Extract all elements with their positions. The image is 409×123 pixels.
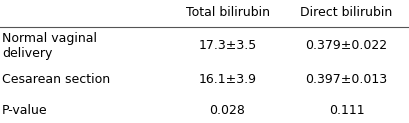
Text: 0.028: 0.028 xyxy=(209,104,245,117)
Text: 0.111: 0.111 xyxy=(328,104,363,117)
Text: Cesarean section: Cesarean section xyxy=(2,73,110,86)
Text: Normal vaginal
delivery: Normal vaginal delivery xyxy=(2,31,97,60)
Text: 16.1±3.9: 16.1±3.9 xyxy=(198,73,256,86)
Text: 0.379±0.022: 0.379±0.022 xyxy=(305,39,387,52)
Text: 17.3±3.5: 17.3±3.5 xyxy=(198,39,256,52)
Text: Direct bilirubin: Direct bilirubin xyxy=(299,6,392,19)
Text: Total bilirubin: Total bilirubin xyxy=(185,6,269,19)
Text: P-value: P-value xyxy=(2,104,47,117)
Text: 0.397±0.013: 0.397±0.013 xyxy=(305,73,387,86)
